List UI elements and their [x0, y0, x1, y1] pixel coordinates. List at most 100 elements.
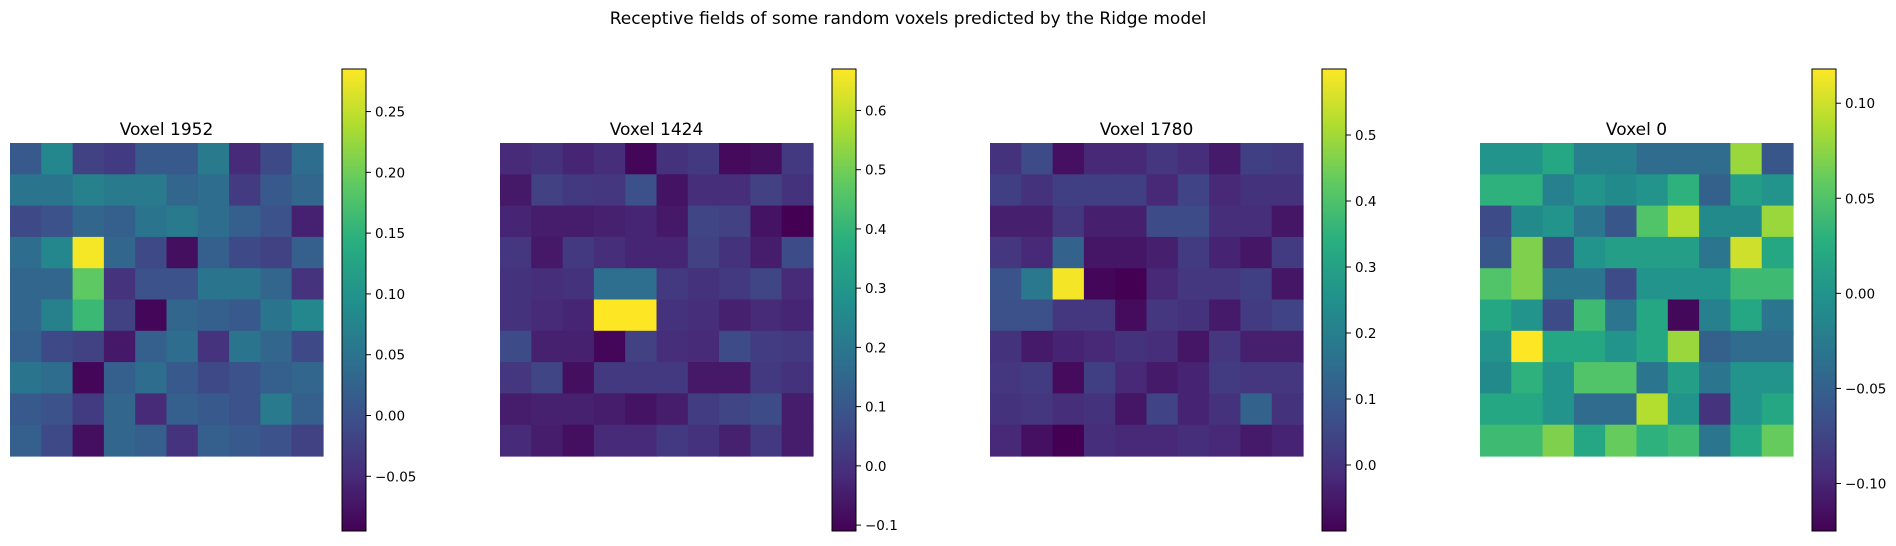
heatmap-cell: [1636, 393, 1669, 426]
heatmap-cell: [1271, 362, 1304, 394]
heatmap-cell: [1271, 424, 1304, 457]
heatmap-cell: [781, 268, 814, 301]
heatmap-cell: [500, 268, 532, 301]
heatmap-cell: [1480, 393, 1512, 426]
heatmap-cell: [990, 362, 1022, 394]
heatmap-cell: [1573, 236, 1606, 269]
heatmap-cell: [1240, 424, 1273, 457]
heatmap-cell: [229, 362, 261, 394]
heatmap-cell: [260, 236, 293, 269]
heatmap-cell: [1177, 330, 1210, 363]
colorbar-tick-label: −0.05: [375, 469, 416, 485]
heatmap-cell: [500, 236, 532, 269]
heatmap-cell: [1240, 299, 1273, 332]
heatmap-cell: [72, 362, 105, 394]
heatmap-cell: [1146, 205, 1179, 238]
heatmap-cell: [593, 236, 626, 269]
heatmap-cell: [1699, 362, 1731, 394]
heatmap-cell: [1480, 143, 1512, 175]
heatmap-cell: [781, 330, 814, 363]
heatmap-cell: [197, 299, 230, 332]
heatmap-cell: [41, 205, 74, 238]
heatmap-cell: [1146, 299, 1179, 332]
heatmap-cell: [135, 393, 168, 426]
heatmap-cell: [562, 299, 595, 332]
heatmap-cell: [687, 174, 720, 207]
heatmap-cell: [1209, 268, 1241, 301]
colorbar-tick-label: −0.05: [1845, 381, 1886, 397]
heatmap-cell: [1636, 236, 1669, 269]
heatmap-cell: [1699, 299, 1731, 332]
heatmap-cell: [500, 330, 532, 363]
heatmap-cell: [1240, 143, 1273, 175]
heatmap-cell: [687, 330, 720, 363]
heatmap-cell: [531, 143, 564, 175]
heatmap-cell: [41, 424, 74, 457]
heatmap-cell: [500, 362, 532, 394]
heatmap-cell: [1730, 299, 1763, 332]
heatmap-cell: [10, 205, 42, 238]
heatmap-cell: [72, 143, 105, 175]
heatmap-cell: [1667, 236, 1700, 269]
heatmap-cell: [562, 362, 595, 394]
heatmap-cell: [531, 362, 564, 394]
heatmap-cell: [166, 393, 199, 426]
heatmap-cell: [990, 174, 1022, 207]
colorbar-tick-label: 0.1: [1355, 392, 1376, 408]
heatmap-cell: [719, 143, 751, 175]
heatmap-cell: [10, 268, 42, 301]
heatmap-cell: [1177, 174, 1210, 207]
heatmap-cell: [750, 393, 783, 426]
heatmap-cell: [1480, 174, 1512, 207]
heatmap-cell: [781, 143, 814, 175]
heatmap-cell: [1605, 299, 1638, 332]
heatmap-cell: [1667, 330, 1700, 363]
heatmap-cell: [72, 330, 105, 363]
heatmap-cell: [41, 299, 74, 332]
heatmap-cell: [1573, 330, 1606, 363]
heatmap-cell: [197, 174, 230, 207]
heatmap-cell: [593, 299, 626, 332]
heatmap-cell: [197, 330, 230, 363]
heatmap-panel-4: Voxel 0 −0.10 −0.05 0.00 0.05 0.10: [1480, 68, 1886, 532]
colorbar-tick-label: 0.0: [865, 459, 886, 475]
heatmap-cell: [1542, 205, 1575, 238]
heatmap-cell: [531, 205, 564, 238]
colorbar: 0.0 0.1 0.2 0.3 0.4 0.5: [1321, 68, 1376, 532]
heatmap-cell: [1021, 236, 1054, 269]
heatmap-cell: [593, 268, 626, 301]
heatmap-cell: [1730, 174, 1763, 207]
colorbar-gradient: [341, 68, 367, 532]
heatmap-cell: [1240, 268, 1273, 301]
heatmap-cell: [781, 205, 814, 238]
heatmap-cell: [500, 299, 532, 332]
heatmap-cell: [1052, 424, 1085, 457]
heatmap-cell: [500, 205, 532, 238]
heatmap-cell: [1271, 143, 1304, 175]
heatmap-cell: [1177, 268, 1210, 301]
heatmap-cell: [72, 424, 105, 457]
heatmap-cell: [593, 330, 626, 363]
heatmap-cell: [719, 424, 751, 457]
heatmap-cell: [625, 362, 658, 394]
heatmap-cell: [229, 174, 261, 207]
heatmap-cell: [1146, 330, 1179, 363]
heatmap-cell: [72, 174, 105, 207]
heatmap-cell: [593, 174, 626, 207]
heatmap-cell: [1542, 268, 1575, 301]
heatmap-cell: [562, 174, 595, 207]
heatmap-cell: [625, 268, 658, 301]
heatmap-cell: [10, 174, 42, 207]
heatmap-cell: [1146, 393, 1179, 426]
heatmap-cell: [1146, 362, 1179, 394]
heatmap-cell: [103, 330, 136, 363]
heatmap-cell: [1761, 424, 1794, 457]
heatmap-cell: [1083, 424, 1116, 457]
heatmap-cell: [625, 393, 658, 426]
heatmap-cell: [1605, 393, 1638, 426]
heatmap-cell: [1115, 362, 1148, 394]
heatmap-cell: [135, 268, 168, 301]
heatmap-cell: [197, 393, 230, 426]
colorbar-tick-label: 0.0: [1355, 458, 1376, 474]
colorbar: −0.10 −0.05 0.00 0.05 0.10: [1811, 68, 1886, 532]
